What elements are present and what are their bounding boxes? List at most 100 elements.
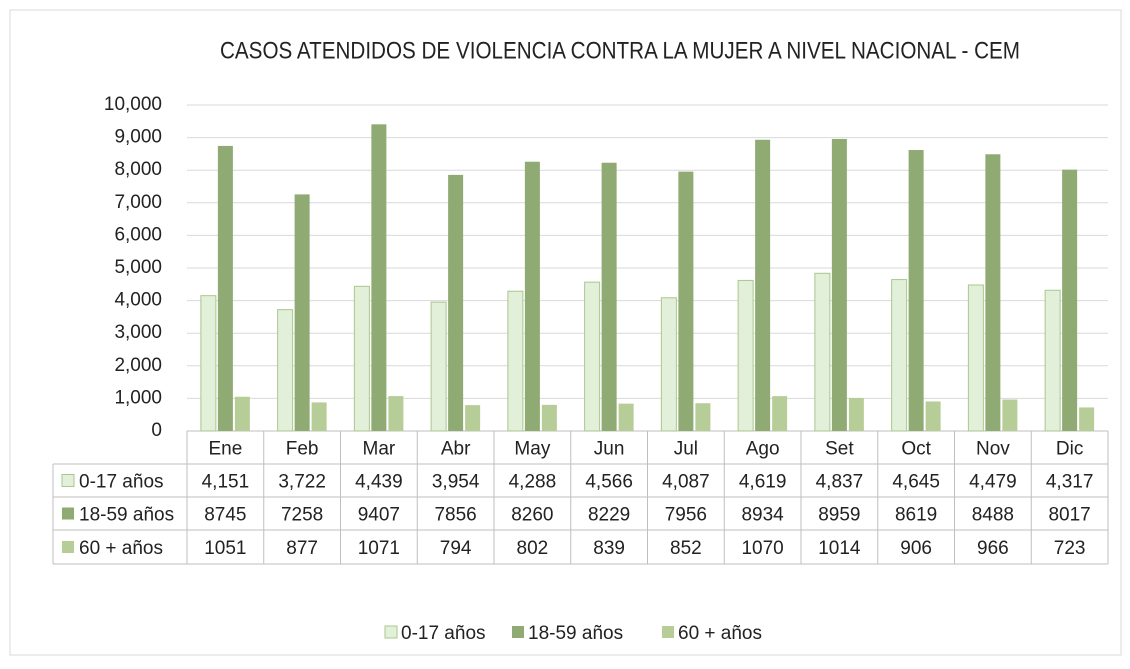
bar [891,279,908,432]
bar [234,396,250,431]
table-value: 8745 [204,505,246,526]
row-header: 0-17 años [79,472,164,493]
legend-swatch [62,507,74,520]
x-tick-label: Mar [363,439,396,460]
table-value: 8260 [511,505,553,526]
y-tick-label: 9,000 [114,127,162,148]
legend-swatch [61,474,75,487]
table-value: 4,566 [585,472,633,493]
table-value: 1051 [204,538,246,559]
bar [601,162,617,431]
table-value: 8959 [818,505,860,526]
bar [1079,407,1095,431]
chart-title: CASOS ATENDIDOS DE VIOLENCIA CONTRA LA M… [220,37,1020,64]
legend-swatch [662,626,674,638]
x-tick-label: Abr [441,439,471,460]
legend-label: 0-17 años [401,623,486,644]
bar [755,139,771,432]
y-tick-label: 1,000 [114,387,162,408]
bar [311,402,327,431]
y-tick-label: 10,000 [104,94,162,115]
table-value: 4,837 [816,472,864,493]
table-value: 8017 [1048,505,1090,526]
x-tick-label: Feb [286,439,319,460]
x-tick-label: Nov [976,439,1010,460]
bar [584,281,601,432]
table-value: 839 [593,538,625,559]
y-tick-label: 4,000 [114,290,162,311]
table-value: 7856 [434,505,476,526]
bar [507,290,524,432]
bar [353,285,370,432]
table-value: 4,479 [969,472,1017,493]
bar [200,295,217,432]
bar [908,150,924,431]
table-value: 3,954 [432,472,480,493]
table-value: 966 [977,538,1009,559]
table-value: 4,151 [202,472,250,493]
bar [1062,169,1078,431]
bar [678,171,694,431]
x-tick-label: Dic [1056,439,1083,460]
table-value: 4,087 [662,472,710,493]
bar [465,405,481,431]
bar [737,279,754,432]
table-value: 9407 [358,505,400,526]
bar [1044,289,1061,432]
table-value: 723 [1054,538,1086,559]
y-tick-label: 6,000 [114,224,162,245]
table-value: 877 [286,538,318,559]
legend-swatch [512,626,524,638]
chart-frame [9,9,1122,656]
y-tick-label: 0 [151,420,162,441]
bar [217,145,233,431]
table-value: 8934 [741,505,784,526]
table-value: 7258 [281,505,323,526]
bar [848,397,864,431]
legend-label: 60 + años [678,623,762,644]
x-tick-label: May [514,439,550,460]
x-tick-label: Jul [674,439,698,460]
bar [277,309,294,432]
table-value: 852 [670,538,702,559]
bar [925,401,941,431]
table-value: 1071 [358,538,400,559]
table-value: 7956 [665,505,707,526]
table-value: 906 [900,538,932,559]
bar [831,138,847,432]
bar [371,124,387,432]
bar [524,161,540,431]
bar [448,174,464,431]
bar [985,154,1001,431]
table-value: 1070 [741,538,783,559]
y-tick-label: 8,000 [114,159,162,180]
legend-label: 18-59 años [528,623,623,644]
y-tick-label: 5,000 [114,257,162,278]
table-value: 3,722 [278,472,326,493]
bar [430,301,447,432]
table-value: 8619 [895,505,937,526]
x-tick-label: Set [825,439,854,460]
table-value: 4,645 [892,472,940,493]
y-tick-label: 7,000 [114,192,162,213]
table-value: 8488 [972,505,1014,526]
bar [772,396,788,431]
bar [1002,399,1018,431]
table-value: 4,288 [509,472,557,493]
bar [967,284,984,432]
table-value: 8229 [588,505,630,526]
x-tick-label: Ene [208,439,242,460]
bar [660,297,677,432]
bar [388,396,404,431]
y-tick-label: 2,000 [114,355,162,376]
x-tick-label: Oct [901,439,931,460]
row-header: 18-59 años [79,505,174,526]
table-value: 1014 [818,538,861,559]
table-value: 802 [517,538,549,559]
table-value: 794 [440,538,472,559]
legend-swatch [384,625,398,639]
x-tick-label: Ago [746,439,780,460]
x-tick-label: Jun [594,439,625,460]
bar [294,194,310,431]
